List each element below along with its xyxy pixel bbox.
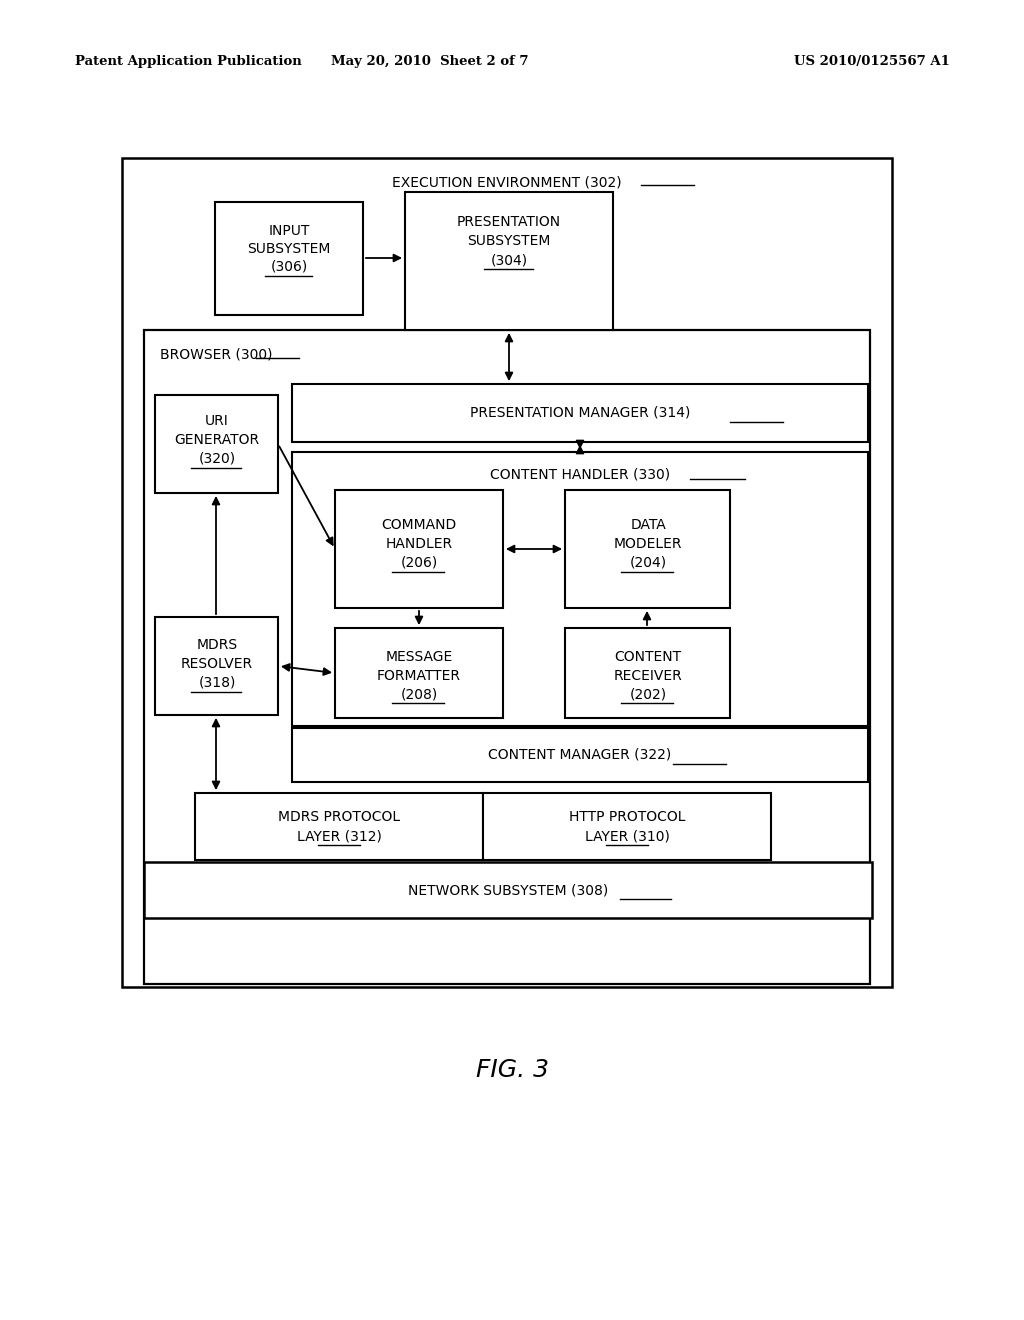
Text: HTTP PROTOCOL: HTTP PROTOCOL bbox=[568, 810, 685, 824]
Bar bbox=[292, 729, 868, 781]
Text: Patent Application Publication: Patent Application Publication bbox=[75, 55, 302, 69]
Text: HANDLER: HANDLER bbox=[385, 537, 453, 550]
Bar bbox=[144, 330, 870, 983]
Text: (202): (202) bbox=[630, 686, 667, 701]
Text: GENERATOR: GENERATOR bbox=[174, 433, 259, 447]
Bar bbox=[292, 451, 868, 726]
Text: (208): (208) bbox=[400, 686, 437, 701]
Text: PRESENTATION: PRESENTATION bbox=[457, 215, 561, 228]
Text: RESOLVER: RESOLVER bbox=[181, 657, 253, 671]
Bar bbox=[215, 202, 362, 315]
Text: RECEIVER: RECEIVER bbox=[613, 669, 682, 682]
Bar bbox=[195, 793, 483, 861]
Text: May 20, 2010  Sheet 2 of 7: May 20, 2010 Sheet 2 of 7 bbox=[331, 55, 528, 69]
Bar bbox=[335, 490, 503, 609]
Text: COMMAND: COMMAND bbox=[381, 517, 457, 532]
Text: (206): (206) bbox=[400, 554, 437, 569]
Text: (318): (318) bbox=[199, 675, 236, 689]
Text: FORMATTER: FORMATTER bbox=[377, 669, 461, 682]
Text: INPUT: INPUT bbox=[268, 224, 309, 238]
Text: DATA: DATA bbox=[630, 517, 666, 532]
Bar bbox=[335, 628, 503, 718]
Text: US 2010/0125567 A1: US 2010/0125567 A1 bbox=[795, 55, 950, 69]
Bar bbox=[483, 793, 771, 861]
Bar bbox=[122, 158, 892, 987]
Text: (304): (304) bbox=[490, 253, 527, 267]
Text: (320): (320) bbox=[199, 451, 236, 466]
Text: NETWORK SUBSYSTEM (308): NETWORK SUBSYSTEM (308) bbox=[408, 883, 608, 898]
Bar bbox=[406, 191, 613, 330]
Bar bbox=[292, 384, 868, 442]
Bar bbox=[155, 616, 278, 715]
Bar bbox=[144, 862, 872, 917]
Text: CONTENT MANAGER (322): CONTENT MANAGER (322) bbox=[488, 748, 672, 762]
Bar bbox=[565, 490, 730, 609]
Text: MDRS: MDRS bbox=[197, 638, 238, 652]
Bar bbox=[565, 628, 730, 718]
Text: CONTENT HANDLER (330): CONTENT HANDLER (330) bbox=[489, 469, 670, 482]
Text: MDRS PROTOCOL: MDRS PROTOCOL bbox=[278, 810, 400, 824]
Text: FIG. 3: FIG. 3 bbox=[475, 1059, 549, 1082]
Text: (306): (306) bbox=[270, 260, 307, 275]
Text: URI: URI bbox=[205, 414, 229, 428]
Text: SUBSYSTEM: SUBSYSTEM bbox=[248, 242, 331, 256]
Text: BROWSER (300): BROWSER (300) bbox=[160, 347, 272, 360]
Text: MESSAGE: MESSAGE bbox=[385, 649, 453, 664]
Text: PRESENTATION MANAGER (314): PRESENTATION MANAGER (314) bbox=[470, 407, 690, 420]
Text: (204): (204) bbox=[630, 554, 667, 569]
Text: CONTENT: CONTENT bbox=[614, 649, 682, 664]
Text: LAYER (310): LAYER (310) bbox=[585, 829, 670, 843]
Text: SUBSYSTEM: SUBSYSTEM bbox=[467, 234, 551, 248]
Text: LAYER (312): LAYER (312) bbox=[297, 829, 381, 843]
Bar bbox=[155, 395, 278, 492]
Text: EXECUTION ENVIRONMENT (302): EXECUTION ENVIRONMENT (302) bbox=[392, 176, 622, 189]
Text: MODELER: MODELER bbox=[613, 537, 682, 550]
